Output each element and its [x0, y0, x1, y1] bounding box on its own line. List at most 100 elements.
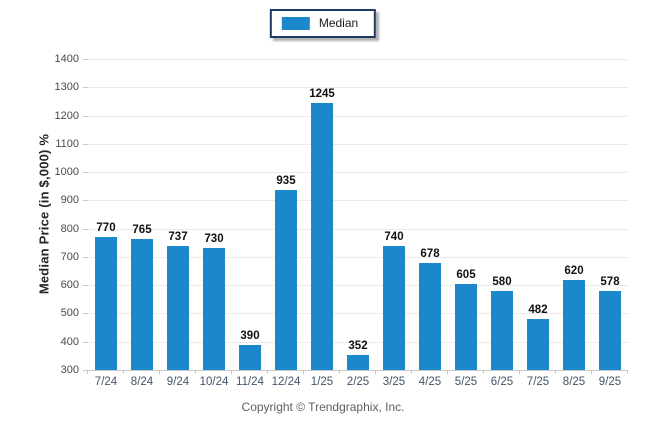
legend[interactable]: Median: [269, 9, 377, 38]
x-tick-label-5-25: 5/25: [454, 376, 478, 388]
bar-column-12-24: 935: [268, 175, 304, 370]
bar-column-7-24: 770: [88, 222, 124, 370]
bar-value-label: 737: [168, 231, 188, 244]
bar-7-25[interactable]: [527, 318, 549, 370]
x-tick-label-7-24: 7/24: [94, 376, 118, 388]
gridline-1100: 1100: [55, 138, 628, 150]
x-axis-tick: [555, 370, 556, 374]
x-axis-line: 300: [61, 364, 628, 376]
bar-4-25[interactable]: [419, 263, 441, 370]
x-tick-label-1-25: 1/25: [310, 376, 334, 388]
bar-2-25[interactable]: [347, 355, 369, 370]
x-axis-tick: [123, 370, 124, 374]
bar-9-25[interactable]: [599, 291, 621, 370]
y-tick-label-700: 700: [60, 250, 79, 263]
plot-area: 300 400 500 600 700 800 900 1000 1100 1200 1300 140…: [55, 53, 628, 376]
bar-8-25[interactable]: [563, 279, 585, 370]
x-tick-label-4-25: 4/25: [418, 376, 442, 388]
x-axis-tick: [231, 370, 232, 374]
gridline-400: 400: [61, 336, 628, 348]
x-tick-label-9-25: 9/25: [598, 376, 622, 388]
bar-value-label: 620: [564, 264, 584, 277]
x-tick-label-12-24: 12/24: [271, 376, 301, 388]
x-axis-tick: [375, 370, 376, 374]
y-tick-label-1000: 1000: [54, 166, 79, 179]
y-tick-label-1300: 1300: [54, 81, 79, 94]
bar-6-25[interactable]: [491, 290, 513, 370]
bar-value-label: 770: [96, 222, 116, 235]
bar-column-6-25: 580: [484, 276, 520, 370]
bar-column-5-25: 605: [448, 269, 484, 370]
bars-group: 770 765 737 730 390 935 1245 352 740 678 605 580 482…: [88, 59, 628, 370]
gridline-500: 500: [61, 307, 628, 319]
y-tick-label-800: 800: [60, 222, 79, 235]
gridline-1400: 1400: [55, 53, 628, 65]
bar-5-25[interactable]: [455, 283, 477, 370]
bar-value-label: 740: [384, 230, 404, 243]
bar-column-3-25: 740: [376, 231, 412, 370]
bar-value-label: 482: [528, 303, 548, 316]
x-tick-label-2-25: 2/25: [346, 376, 370, 388]
gridline-600: 600: [61, 279, 628, 291]
bar-column-8-25: 620: [556, 265, 592, 370]
bar-column-1-25: 1245: [304, 88, 340, 370]
bar-column-11-24: 390: [232, 330, 268, 370]
bar-10-24[interactable]: [203, 248, 225, 370]
x-axis-tick: [339, 370, 340, 374]
bar-value-label: 352: [348, 340, 368, 353]
x-axis-tick: [447, 370, 448, 374]
legend-swatch-icon: [281, 17, 310, 30]
x-tick-label-7-25: 7/25: [526, 376, 550, 388]
gridline-1300: 1300: [55, 81, 628, 93]
x-axis-tick: [267, 370, 268, 374]
bar-9-24[interactable]: [167, 246, 189, 370]
x-tick-label-9-24: 9/24: [166, 376, 190, 388]
bar-7-24[interactable]: [95, 237, 117, 370]
legend-label: Median: [318, 16, 359, 30]
bar-column-7-25: 482: [520, 304, 556, 370]
y-tick-label-1400: 1400: [54, 53, 79, 65]
y-tick-label-1200: 1200: [54, 109, 79, 122]
y-tick-label-300: 300: [60, 364, 79, 376]
bar-12-24[interactable]: [275, 190, 297, 370]
bar-11-24[interactable]: [239, 344, 261, 370]
bar-column-2-25: 352: [340, 340, 376, 370]
x-axis-tick: [519, 370, 520, 374]
bar-column-4-25: 678: [412, 248, 448, 370]
bar-3-25[interactable]: [383, 245, 405, 370]
bar-column-8-24: 765: [124, 224, 160, 370]
bar-column-9-25: 578: [592, 276, 628, 370]
x-tick-label-3-25: 3/25: [382, 376, 406, 388]
x-axis-tick: [159, 370, 160, 374]
bar-column-10-24: 730: [196, 233, 232, 370]
gridline-700: 700: [61, 251, 628, 263]
bar-value-label: 935: [276, 175, 296, 188]
x-axis-tick: [483, 370, 484, 374]
x-tick-label-11-24: 11/24: [236, 376, 264, 388]
y-axis-title: Median Price (in $,000) %: [36, 133, 52, 295]
bar-1-25[interactable]: [311, 102, 333, 370]
bar-value-label: 605: [456, 268, 476, 281]
bar-value-label: 390: [240, 329, 260, 342]
bar-value-label: 580: [492, 275, 512, 288]
y-tick-label-400: 400: [60, 335, 79, 348]
y-tick-label-900: 900: [60, 194, 79, 207]
bar-8-24[interactable]: [131, 238, 153, 370]
y-tick-label-1100: 1100: [55, 137, 79, 150]
x-axis-tick: [411, 370, 412, 374]
bar-value-label: 578: [600, 276, 620, 289]
gridline-1200: 1200: [55, 110, 628, 122]
x-axis-tick: [591, 370, 592, 374]
copyright-text: Copyright © Trendgraphix, Inc.: [241, 400, 405, 414]
x-axis-tick: [195, 370, 196, 374]
gridline-1000: 1000: [55, 166, 628, 178]
x-tick-label-10-24: 10/24: [199, 376, 229, 388]
y-tick-label-500: 500: [60, 307, 79, 320]
bar-value-label: 1245: [309, 87, 335, 100]
bar-value-label: 730: [204, 233, 224, 246]
x-tick-label-8-24: 8/24: [130, 376, 154, 388]
x-axis-tick: [303, 370, 304, 374]
x-tick-label-8-25: 8/25: [562, 376, 586, 388]
bar-value-label: 765: [132, 223, 152, 236]
